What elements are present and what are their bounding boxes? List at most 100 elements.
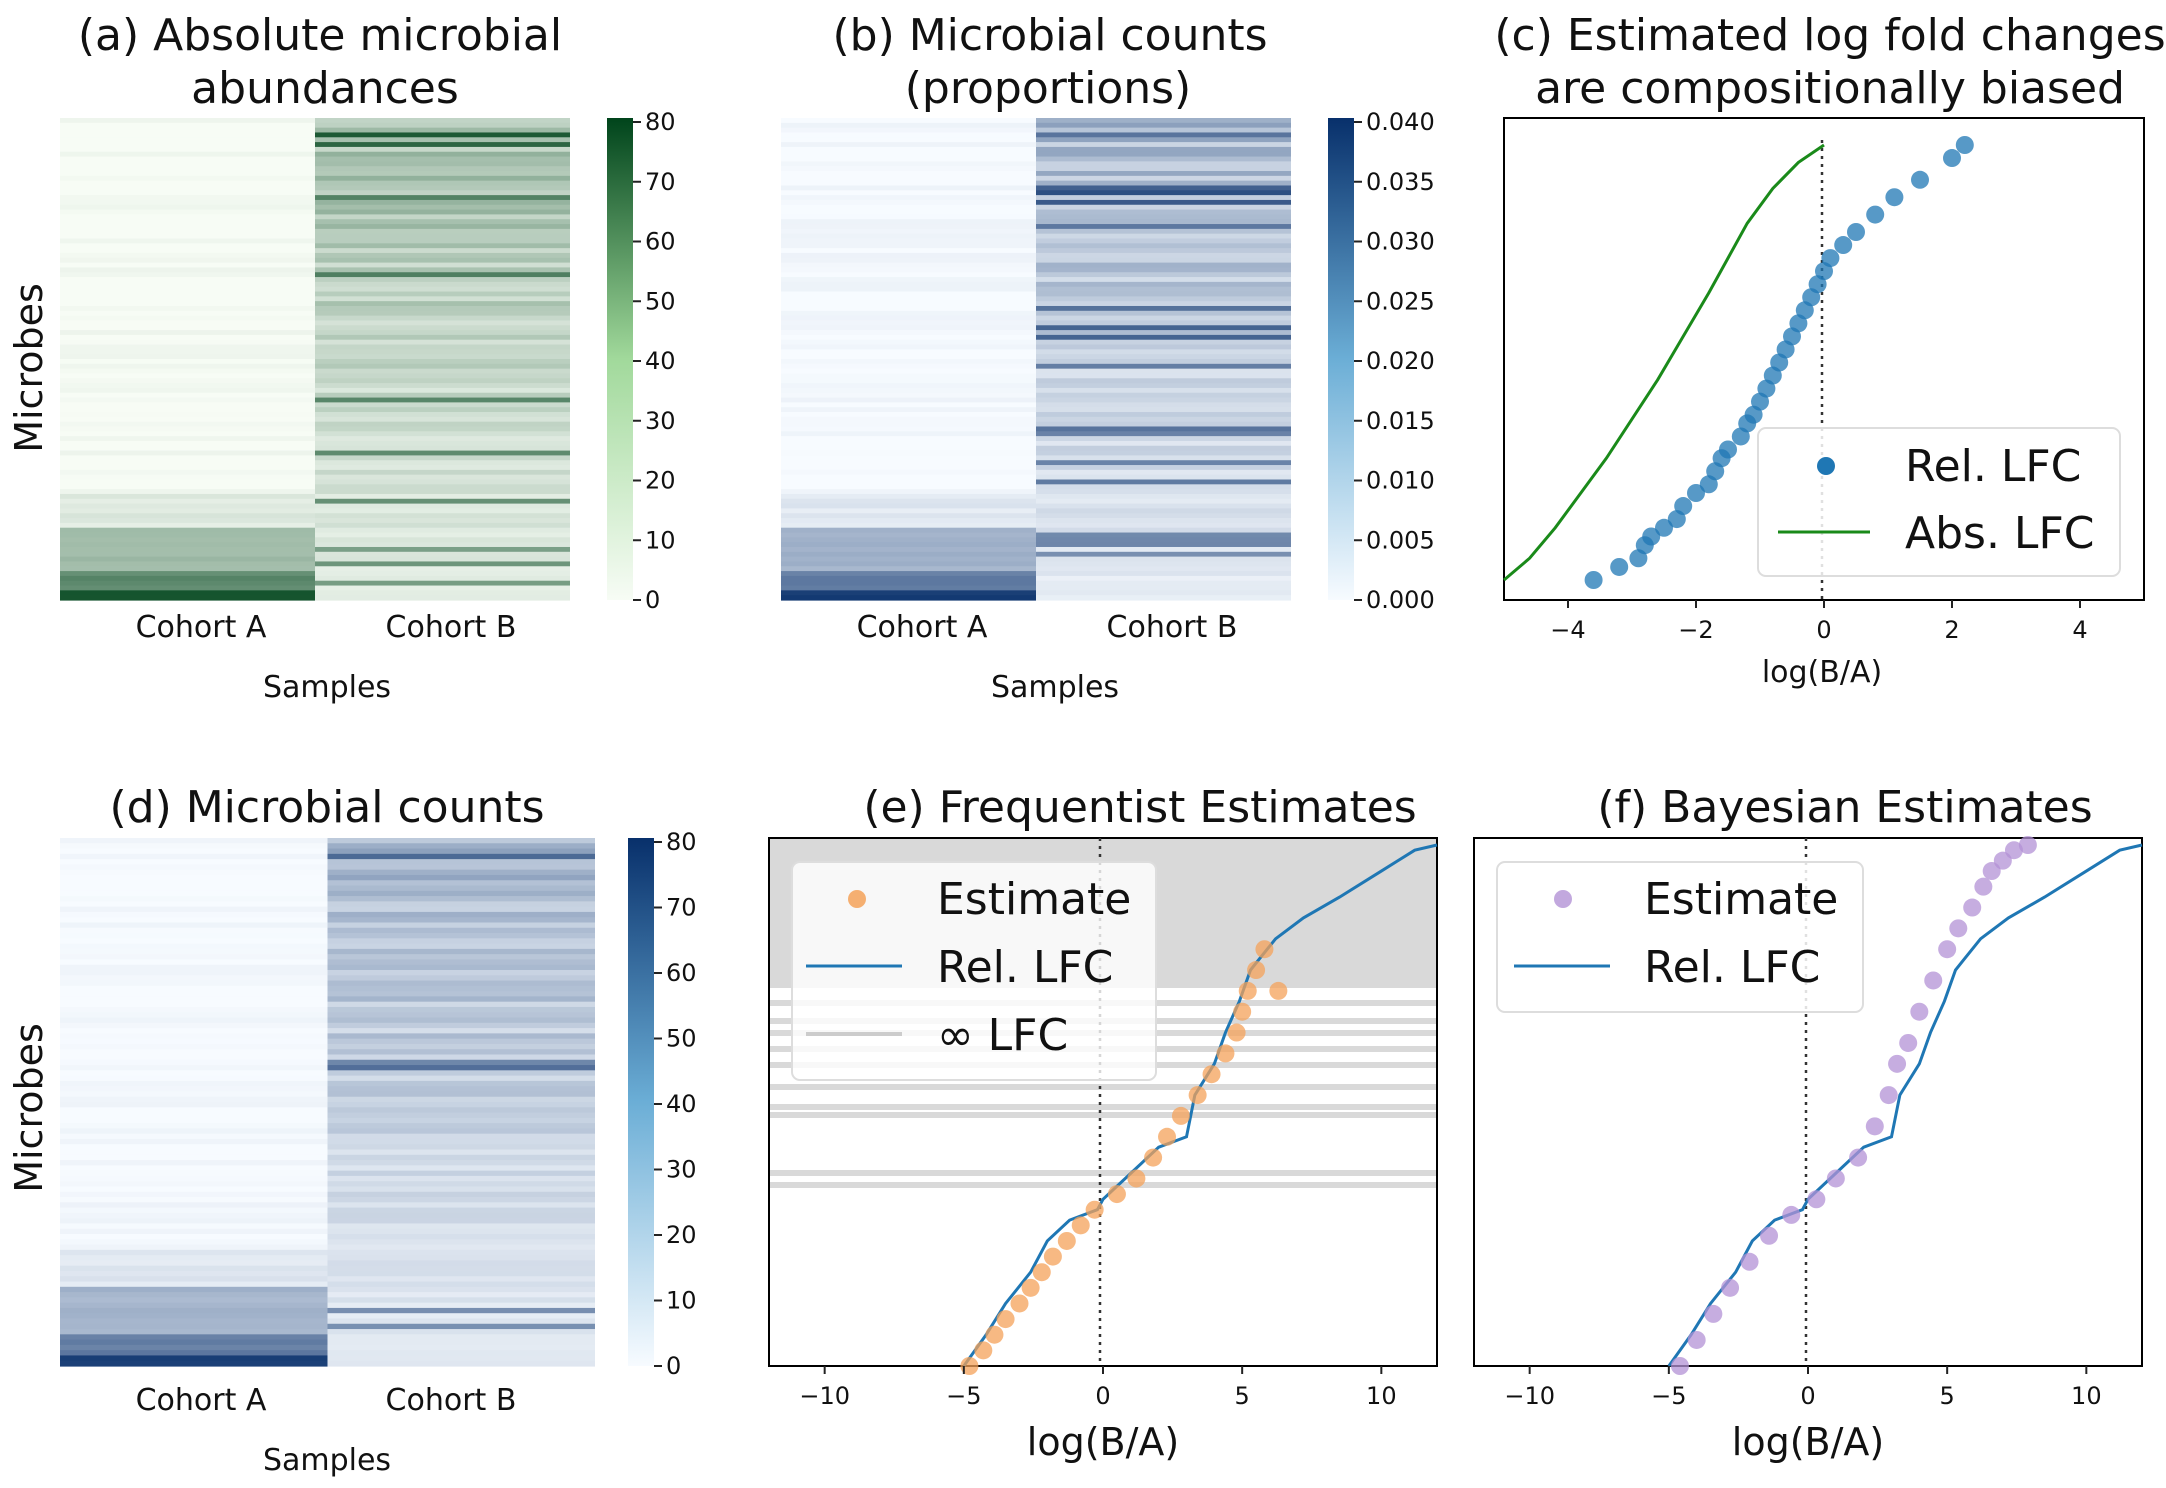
panel-d-heatmap-cell — [327, 1033, 595, 1040]
panel-a-heatmap-cell — [60, 146, 315, 153]
panel-b-heatmap-cell — [1036, 460, 1291, 466]
panel-a-heatmap-cell — [315, 431, 570, 437]
panel-b-heatmap-cell — [1036, 431, 1291, 437]
panel-d-heatmap-cell — [327, 1197, 595, 1203]
panel-d-heatmap-cell — [60, 948, 328, 955]
series-point-estimate — [1233, 1002, 1252, 1021]
panel-b-heatmap-cell — [781, 566, 1036, 572]
panel-b-heatmap-cell — [1036, 238, 1291, 244]
panel-a-colorbar-ticks: 0 10 20 30 40 50 60 70 80 — [633, 108, 676, 614]
panel-a-heatmap-cell — [315, 180, 570, 187]
panel-b-heatmap-cell — [1036, 199, 1291, 206]
panel-a-heatmap-cell — [60, 469, 315, 476]
panel-d-heatmap-cell — [60, 1244, 328, 1251]
series-point-estimate — [1865, 1117, 1884, 1136]
panel-d-heatmap-cell — [327, 1255, 595, 1261]
panel-d-heatmap-cell — [327, 1165, 595, 1172]
panel-b-heatmap-cell — [781, 465, 1036, 471]
panel-d-heatmap-cell — [327, 859, 595, 865]
panel-b-heatmap-cell — [1036, 363, 1291, 370]
panel-a-heatmap-cell — [60, 156, 315, 162]
series-point-estimate — [960, 1357, 979, 1375]
panel-d-heatmap-cell — [60, 1239, 328, 1246]
panel-d-heatmap-cell — [60, 1223, 328, 1230]
panel-d-colorbar-tick-label: 0 — [666, 1352, 681, 1380]
panel-d-heatmap-cell — [60, 1249, 328, 1256]
panel-a-heatmap-cell — [60, 440, 315, 447]
panel-d-heatmap-cell — [60, 917, 328, 924]
panel-a-heatmap-cell — [315, 118, 570, 124]
panel-d-heatmap-cell — [60, 991, 328, 997]
panel-e-legend-inf: ∞ LFC — [937, 1010, 1068, 1061]
panel-a-heatmap-cell — [60, 262, 315, 269]
panel-d-xlabel: Samples — [263, 1443, 391, 1478]
panel-a-heatmap-cell — [315, 195, 570, 201]
panel-b-heatmap-cell — [1036, 190, 1291, 196]
panel-b-heatmap-cell — [781, 325, 1036, 331]
panel-a-heatmap-cell — [60, 132, 315, 138]
panel-b-colorbar-tick-label: 0.005 — [1366, 526, 1435, 554]
panel-d-heatmap-cell — [327, 938, 595, 945]
panel-f-legend-rel: Rel. LFC — [1644, 942, 1820, 993]
panel-d-colorbar-tick-label: 40 — [666, 1090, 697, 1118]
panel-a-heatmap-cell — [315, 359, 570, 365]
panel-b-xlabel: Samples — [991, 670, 1119, 705]
panel-a-heatmap-cell — [315, 277, 570, 283]
panel-f-tick-label: 5 — [1940, 1382, 1955, 1410]
panel-b-heatmap-cell — [1036, 383, 1291, 389]
panel-a-heatmap-cell — [315, 508, 570, 514]
panel-d-heatmap-cell — [60, 1292, 328, 1298]
panel-c-title-line1: (c) Estimated log fold changes — [1494, 10, 2165, 61]
series-point-estimate — [1888, 1054, 1907, 1073]
panel-d-heatmap-cell — [60, 1070, 328, 1077]
series-point-estimate — [2004, 841, 2023, 860]
panel-b-heatmap-cell — [1036, 508, 1291, 514]
panel-a-heatmap-cell — [60, 450, 315, 456]
panel-d-heatmap-cell — [60, 980, 328, 987]
panel-a-heatmap-cell — [315, 416, 570, 423]
panel-d-heatmap-cell — [60, 1075, 328, 1082]
panel-b-heatmap-cell — [781, 407, 1036, 413]
panel-d-heatmap-cell — [327, 1091, 595, 1098]
panel-a-colorbar-tick-label: 0 — [645, 586, 660, 614]
panel-b-heatmap-cell — [781, 440, 1036, 447]
panel-d-heatmap-cell — [60, 1276, 328, 1283]
panel-d-heatmap-cell — [60, 1086, 328, 1093]
panel-d-heatmap-cell — [327, 1128, 595, 1135]
panel-a-heatmap-cell — [60, 363, 315, 370]
panel-b-heatmap-cell — [781, 156, 1036, 162]
panel-b-heatmap-cell — [781, 489, 1036, 495]
panel-a-heatmap-cell — [315, 445, 570, 452]
panel-a-heatmap-cell — [315, 315, 570, 322]
panel-b-heatmap-cell — [781, 185, 1036, 191]
panel-b-colorbar-tick-label: 0.030 — [1366, 228, 1435, 256]
series-point-estimate — [1057, 1231, 1076, 1250]
panel-a-heatmap-cell — [315, 503, 570, 510]
panel-a-heatmap-cell — [60, 373, 315, 379]
panel-a-heatmap-cell — [60, 171, 315, 177]
panel-b-heatmap-cell — [1036, 465, 1291, 471]
panel-a-heatmap-cell — [60, 513, 315, 519]
panel-b-heatmap-cell — [781, 209, 1036, 215]
panel-b-heatmap-cell — [1036, 146, 1291, 153]
panel-d-heatmap-cell — [60, 1175, 328, 1182]
panel-a-heatmap-cell — [60, 296, 315, 302]
panel-d-heatmap-cell — [60, 1001, 328, 1008]
panel-d-heatmap-cell — [60, 938, 328, 945]
panel-a-heatmap-cell — [60, 595, 315, 601]
series-point-estimate — [1247, 961, 1266, 980]
panel-b-heatmap-cell — [781, 257, 1036, 264]
panel-b-heatmap-cell — [1036, 532, 1291, 538]
panel-a-colorbar — [607, 118, 633, 600]
panel-b-heatmap-cell — [1036, 440, 1291, 447]
panel-b-heatmap-cell — [781, 484, 1036, 490]
panel-d-heatmap-cell — [327, 838, 595, 844]
panel-d-heatmap-cell — [60, 1170, 328, 1177]
panel-a-heatmap-cell — [60, 378, 315, 384]
panel-d-heatmap-cell — [60, 1234, 328, 1240]
panel-d-heatmap-cell — [327, 985, 595, 992]
panel-b-heatmap-cell — [781, 436, 1036, 442]
panel-b-heatmap-cell — [781, 571, 1036, 577]
panel-a-heatmap-cell — [315, 224, 570, 230]
panel-e-legend-estimate-marker — [848, 890, 866, 908]
